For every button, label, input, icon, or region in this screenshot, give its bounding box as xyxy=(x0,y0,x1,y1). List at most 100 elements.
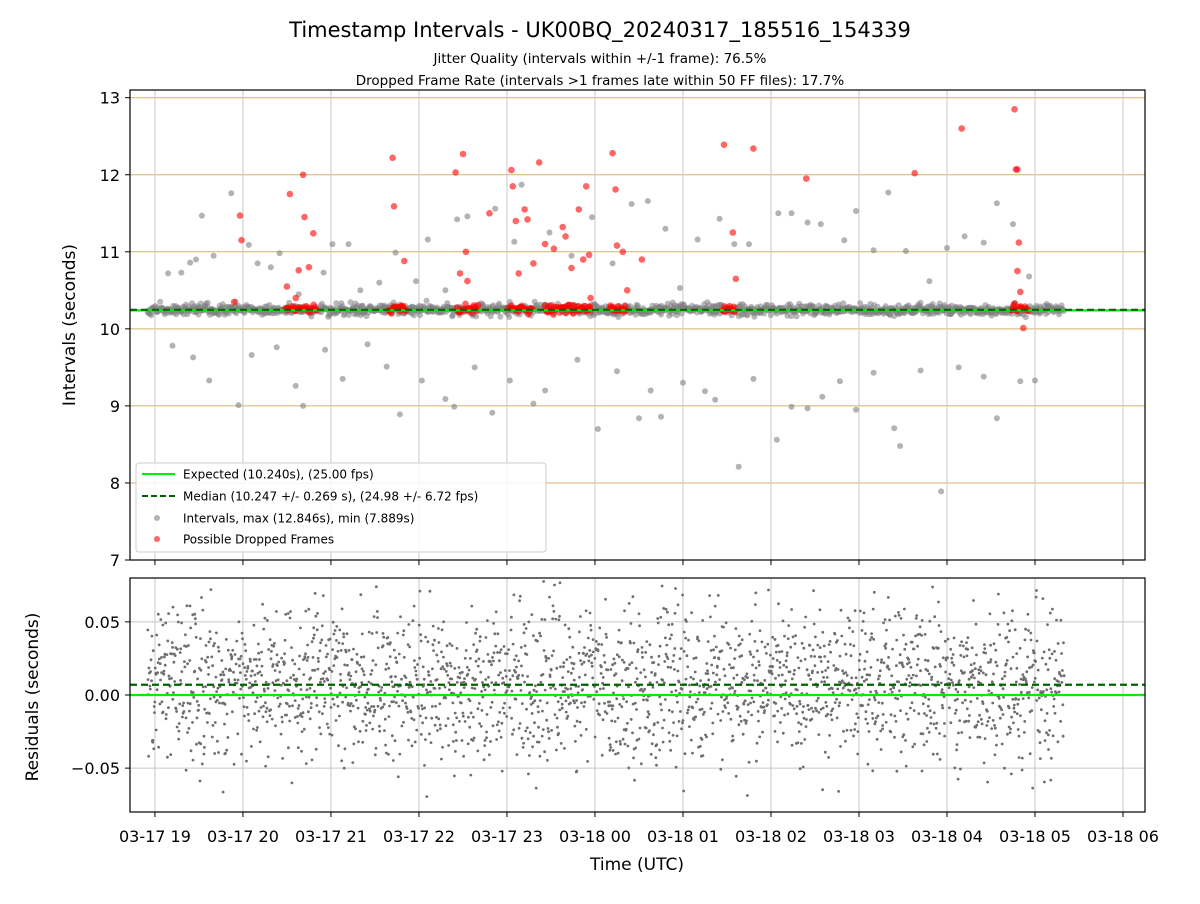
residual-point xyxy=(570,661,574,665)
residual-point xyxy=(348,704,352,708)
residual-point xyxy=(871,769,875,773)
residual-point xyxy=(602,654,606,657)
residual-point xyxy=(713,634,716,638)
residual-point xyxy=(408,645,412,649)
residual-point xyxy=(650,655,653,659)
residual-point xyxy=(475,648,479,652)
residual-point xyxy=(181,715,184,719)
residual-point xyxy=(526,675,529,678)
residual-point xyxy=(535,690,538,693)
dropped-frame-point xyxy=(550,245,558,252)
residual-point xyxy=(939,681,943,685)
interval-point xyxy=(788,313,795,320)
residual-point xyxy=(217,751,220,754)
residual-point xyxy=(323,697,327,700)
residual-point xyxy=(326,726,330,729)
residual-point xyxy=(836,668,840,671)
residual-point xyxy=(993,726,997,730)
residual-point xyxy=(893,614,897,618)
residual-point xyxy=(701,754,705,757)
residual-point xyxy=(313,668,317,672)
residual-point xyxy=(985,709,989,713)
residual-point xyxy=(524,729,528,733)
residual-point xyxy=(1004,662,1008,666)
residual-point xyxy=(579,659,582,662)
residual-point xyxy=(370,705,373,708)
residual-point xyxy=(775,658,779,662)
dropped-frame-point xyxy=(550,311,557,318)
interval-point xyxy=(980,239,987,246)
residual-point xyxy=(547,730,550,734)
residual-point xyxy=(320,638,324,642)
residual-point xyxy=(496,651,499,654)
residual-point xyxy=(431,624,435,628)
residual-point xyxy=(815,699,819,703)
residual-point xyxy=(200,762,204,766)
residual-point xyxy=(698,684,702,688)
residual-point xyxy=(278,702,282,706)
residual-point xyxy=(997,592,1000,596)
residuals-x-ticks: 03-17 19 03-17 20 03-17 21 03-17 22 03-17 23… xyxy=(119,812,1159,846)
residual-point xyxy=(454,730,458,734)
residual-point xyxy=(171,605,175,609)
residual-point xyxy=(1002,695,1005,699)
dropped-frame-point xyxy=(301,213,308,221)
residual-point xyxy=(435,715,438,719)
residual-point xyxy=(255,696,259,699)
residual-point xyxy=(956,697,959,701)
residual-point xyxy=(396,631,400,635)
residual-point xyxy=(365,708,369,712)
residual-point xyxy=(425,795,429,798)
dropped-frame-point xyxy=(509,183,517,190)
residual-point xyxy=(803,625,806,629)
residual-point xyxy=(1024,627,1027,631)
residual-point xyxy=(256,726,259,729)
residual-point xyxy=(335,639,338,642)
residual-point xyxy=(558,708,562,712)
residual-point xyxy=(863,659,867,663)
residual-point xyxy=(468,725,472,729)
residual-point xyxy=(650,671,653,674)
residual-point xyxy=(719,767,723,771)
interval-point xyxy=(767,312,774,319)
residual-point xyxy=(378,724,381,728)
residual-point xyxy=(746,676,749,680)
residual-point xyxy=(719,719,723,722)
residual-point xyxy=(784,691,788,695)
residual-point xyxy=(581,688,584,691)
residual-point xyxy=(818,608,822,612)
interval-point xyxy=(746,241,752,248)
residual-point xyxy=(810,706,813,710)
residual-point xyxy=(545,718,549,722)
residual-point xyxy=(360,632,364,636)
residual-point xyxy=(872,637,876,641)
residual-point xyxy=(292,678,296,681)
residual-point xyxy=(741,732,745,736)
residual-point xyxy=(983,737,987,740)
residual-point xyxy=(317,710,321,714)
residual-point xyxy=(812,622,816,626)
dropped-frame-point xyxy=(389,154,396,162)
residual-point xyxy=(364,706,368,709)
residual-point xyxy=(1050,652,1054,656)
residual-point xyxy=(301,697,305,701)
residual-point xyxy=(629,641,632,645)
residual-point xyxy=(657,663,660,666)
residual-point xyxy=(546,758,549,762)
residual-point xyxy=(200,596,203,599)
residual-point xyxy=(590,661,594,665)
residual-point xyxy=(856,716,860,719)
residual-point xyxy=(296,715,299,718)
residual-point xyxy=(544,659,548,663)
residual-point xyxy=(667,731,671,735)
residual-point xyxy=(468,699,472,703)
residual-point xyxy=(1005,636,1009,639)
residual-point xyxy=(386,636,390,639)
residual-point xyxy=(825,676,829,679)
interval-point xyxy=(1017,378,1024,385)
residual-point xyxy=(201,685,205,689)
residual-point xyxy=(203,746,206,749)
residual-point xyxy=(929,716,933,719)
residual-point xyxy=(713,604,717,608)
